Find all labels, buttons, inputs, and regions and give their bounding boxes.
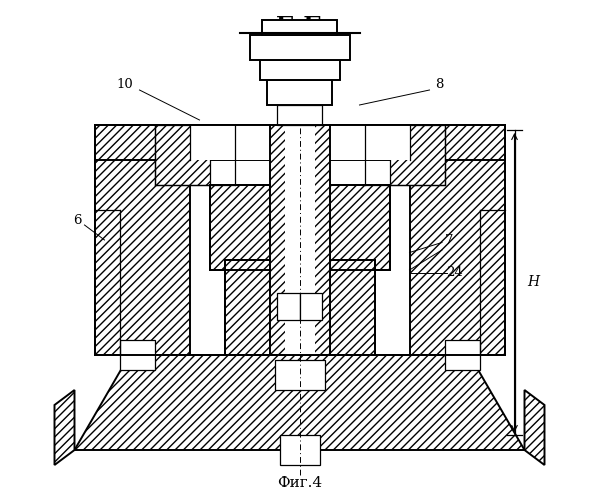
Text: Фиг.4: Фиг.4 [277,476,322,490]
Polygon shape [525,390,544,465]
Bar [262,20,337,35]
Polygon shape [74,355,525,450]
Bar [210,185,270,270]
Bar [285,125,314,355]
Bar [95,125,504,160]
Bar [270,125,329,355]
Text: H: H [527,276,539,289]
Bar [329,185,389,270]
Bar [280,435,319,465]
Text: 24: 24 [446,266,463,279]
Text: 6: 6 [72,214,81,226]
Text: 7: 7 [445,234,454,246]
Bar [267,80,332,105]
Text: Б-Б: Б-Б [276,15,323,37]
Bar [365,125,410,160]
Polygon shape [95,125,189,355]
Bar [234,125,365,160]
Polygon shape [55,390,74,465]
Bar [444,340,480,370]
Bar [189,125,234,160]
Bar [225,260,270,355]
Bar [277,105,322,125]
Text: 10: 10 [116,78,133,92]
Bar [300,292,322,320]
Bar [274,360,325,390]
Polygon shape [410,125,504,355]
Text: 8: 8 [435,78,444,92]
Bar [389,125,444,185]
Bar [259,60,340,80]
Bar [329,260,374,355]
Bar [250,35,349,60]
Bar [277,292,300,320]
Bar [155,125,210,185]
Bar [119,340,155,370]
